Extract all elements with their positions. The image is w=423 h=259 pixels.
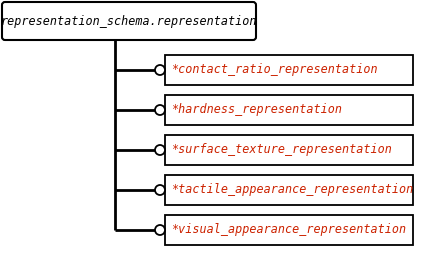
Circle shape [155, 145, 165, 155]
Bar [165, 215, 413, 245]
Circle shape [155, 65, 165, 75]
Text: representation_schema.representation: representation_schema.representation [1, 15, 257, 27]
Bar [165, 95, 413, 125]
Text: *hardness_representation: *hardness_representation [171, 104, 342, 117]
Bar [165, 135, 413, 165]
Circle shape [155, 105, 165, 115]
Text: *tactile_appearance_representation: *tactile_appearance_representation [171, 183, 413, 197]
Bar [165, 175, 413, 205]
Circle shape [155, 225, 165, 235]
Circle shape [155, 185, 165, 195]
Bar [165, 55, 413, 85]
FancyBboxPatch shape [2, 2, 256, 40]
Text: *visual_appearance_representation: *visual_appearance_representation [171, 224, 406, 236]
Text: *surface_texture_representation: *surface_texture_representation [171, 143, 392, 156]
Text: *contact_ratio_representation: *contact_ratio_representation [171, 63, 378, 76]
